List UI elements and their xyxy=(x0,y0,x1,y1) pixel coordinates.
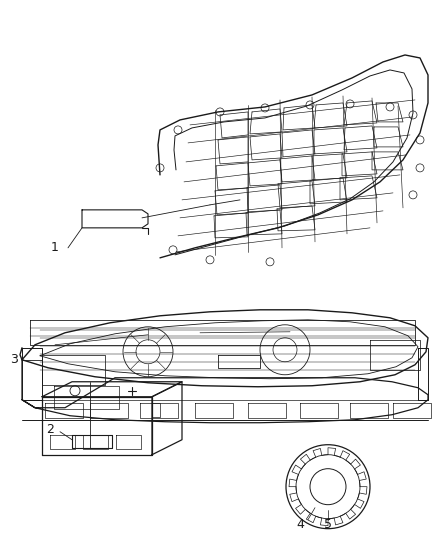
Text: 4: 4 xyxy=(296,518,304,531)
Text: 1: 1 xyxy=(51,241,59,254)
Text: 3: 3 xyxy=(10,353,18,366)
Text: 2: 2 xyxy=(46,423,54,436)
Text: 5: 5 xyxy=(324,518,332,531)
